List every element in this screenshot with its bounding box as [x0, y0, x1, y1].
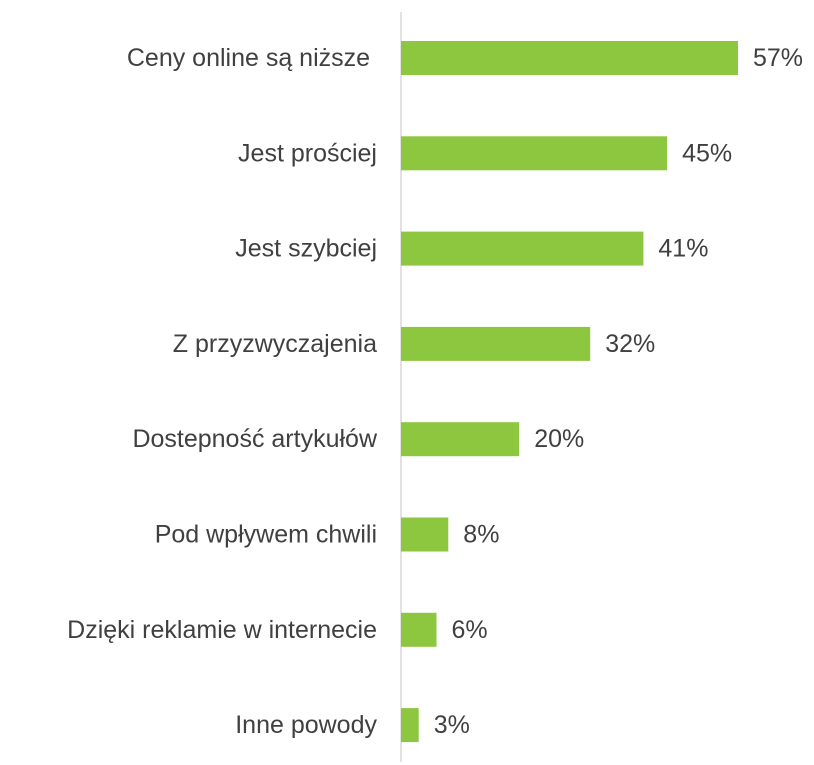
data-label-2: 41% — [658, 235, 708, 263]
data-label-7: 3% — [434, 711, 470, 739]
bar-4 — [401, 422, 520, 457]
data-label-6: 6% — [452, 616, 488, 644]
category-label-3: Z przyzwyczajenia — [173, 330, 377, 358]
category-label-6: Dzięki reklamie w internecie — [67, 616, 377, 644]
data-label-3: 32% — [605, 330, 655, 358]
category-label-5: Pod wpływem chwili — [155, 521, 377, 549]
data-label-0: 57% — [753, 44, 803, 72]
bars-layer — [401, 41, 738, 743]
category-label-2: Jest szybciej — [235, 235, 377, 263]
category-label-4: Dostepność artykułów — [132, 425, 378, 453]
data-label-1: 45% — [682, 139, 732, 167]
bar-3 — [401, 326, 591, 361]
bar-0 — [401, 41, 738, 75]
category-label-0: Ceny online są niższe — [127, 44, 377, 72]
bar-2 — [401, 231, 644, 266]
bar-7 — [401, 708, 419, 743]
category-label-7: Inne powody — [235, 711, 377, 739]
bar-1 — [401, 136, 668, 171]
category-label-1: Jest prościej — [238, 139, 377, 167]
bar-6 — [401, 612, 437, 647]
data-label-5: 8% — [463, 521, 499, 549]
bar-5 — [401, 517, 449, 552]
data-label-4: 20% — [534, 425, 584, 453]
labels-layer: Ceny online są niższe 57% Jest prościej 45… — [67, 44, 803, 739]
